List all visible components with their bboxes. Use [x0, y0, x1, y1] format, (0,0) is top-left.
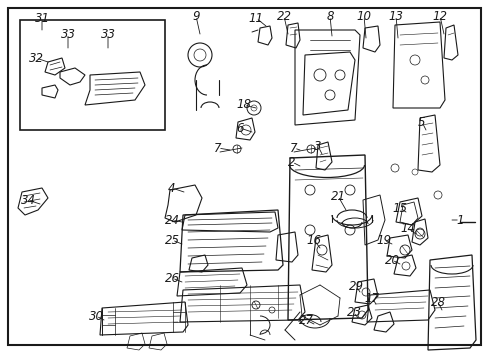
Text: 32: 32 — [28, 51, 43, 64]
Text: 14: 14 — [400, 221, 415, 234]
Text: 27: 27 — [298, 314, 313, 327]
Text: 2: 2 — [287, 156, 295, 168]
Text: 1: 1 — [455, 213, 463, 226]
Text: 33: 33 — [101, 27, 115, 40]
Text: 9: 9 — [192, 9, 199, 22]
Text: 25: 25 — [164, 234, 179, 247]
Text: 7: 7 — [290, 141, 297, 154]
Text: 31: 31 — [35, 12, 49, 24]
Bar — [20, 20, 164, 130]
Text: 20: 20 — [384, 253, 399, 266]
Text: 19: 19 — [376, 234, 391, 247]
Text: 28: 28 — [429, 296, 445, 309]
Text: 18: 18 — [236, 99, 251, 112]
Text: 7: 7 — [214, 141, 221, 154]
Text: 12: 12 — [431, 9, 447, 22]
Text: 8: 8 — [325, 9, 333, 22]
Text: 21: 21 — [330, 189, 345, 202]
Text: 3: 3 — [314, 139, 321, 153]
Text: 26: 26 — [164, 271, 179, 284]
Text: 13: 13 — [387, 9, 403, 22]
Text: 4: 4 — [168, 181, 175, 194]
Text: 10: 10 — [356, 9, 371, 22]
Text: 24: 24 — [164, 213, 179, 226]
Text: 5: 5 — [417, 116, 425, 129]
Text: 16: 16 — [306, 234, 321, 247]
Text: 11: 11 — [248, 12, 263, 24]
Text: 22: 22 — [276, 9, 291, 22]
Text: 17: 17 — [364, 292, 379, 305]
Text: 6: 6 — [236, 122, 243, 135]
Text: 23: 23 — [346, 306, 361, 319]
Text: 33: 33 — [61, 27, 75, 40]
Text: 29: 29 — [348, 279, 363, 292]
Text: 34: 34 — [20, 194, 36, 207]
Text: 15: 15 — [392, 202, 407, 215]
Text: 30: 30 — [88, 310, 103, 323]
